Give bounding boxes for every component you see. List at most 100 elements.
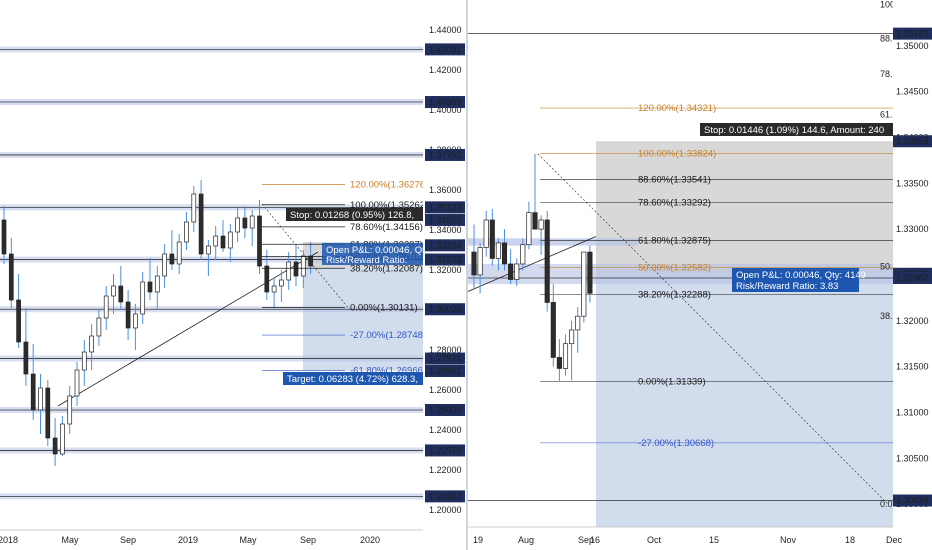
price-tick: 1.42000: [429, 65, 462, 75]
candle-body: [45, 387, 51, 439]
stop-label-box: [700, 123, 893, 136]
candle-body: [52, 437, 58, 455]
right-chart-panel[interactable]: 120.00%(1.34321) 100.00%(1.33824) 88.60%(1…: [468, 0, 932, 550]
candle-body: [587, 251, 593, 294]
candle-body: [220, 235, 226, 249]
candle-body: [271, 285, 277, 293]
price-tick: 1.33000: [896, 224, 929, 234]
candle-body: [489, 219, 495, 259]
fib-level-label: 100.00%(1.35262): [350, 200, 428, 211]
edge-fib-label: 61.: [880, 110, 893, 120]
price-tag: [425, 213, 465, 226]
open-pnl-label: Open P&L: 0.00046, Qty:: [326, 245, 432, 256]
time-tick: Sep: [120, 535, 136, 545]
candle-body: [60, 423, 65, 455]
candle-body: [16, 299, 21, 343]
price-tag: [893, 271, 932, 284]
candle-body: [96, 317, 102, 337]
candle-body: [569, 329, 575, 345]
price-tag-label: 1.34502: [429, 215, 462, 225]
candle-body: [495, 242, 501, 259]
edge-fib-label: 100: [880, 0, 895, 10]
candle-body: [213, 235, 219, 247]
trendline: [57, 251, 319, 407]
price-tick: 1.26000: [429, 385, 462, 395]
fib-diagonal: [261, 203, 351, 311]
trendline: [468, 236, 597, 292]
fib-level-label: 100.00%(1.33824): [638, 149, 716, 160]
time-tick: Nov: [780, 535, 797, 545]
time-tick: Sep: [300, 535, 316, 545]
candle-body: [111, 285, 116, 297]
time-tick: Oct: [647, 535, 662, 545]
fib-level-label: 120.00%(1.34321): [638, 103, 716, 114]
time-tick: Sep: [578, 535, 594, 545]
candle-body: [293, 261, 299, 277]
price-tag-label: 1.43031: [429, 44, 462, 54]
candle-body: [133, 313, 138, 329]
price-tag-label: 1.25000: [429, 405, 462, 415]
price-tag-label: 1.35133: [896, 29, 929, 39]
price-tag: [425, 352, 465, 365]
price-tick: 1.32000: [896, 316, 929, 326]
fib-level-label: 50.00%(1.32582): [638, 262, 711, 273]
candle-body: [526, 212, 532, 246]
candle-body: [556, 357, 562, 369]
candle-body: [550, 302, 556, 358]
candle-body: [147, 281, 153, 293]
price-tick: 1.28000: [429, 345, 462, 355]
stop-label: Stop: 0.01446 (1.09%) 144.6, Amount: 240: [704, 125, 884, 136]
time-tick: 2020: [360, 535, 380, 545]
candle-body: [477, 247, 483, 276]
target-zone: [303, 267, 423, 371]
left-chart-panel[interactable]: 120.00%(1.36276) 100.00%(1.35262) 78.60%(1…: [0, 0, 466, 550]
fib-level-label: 88.60%(1.33541): [638, 175, 711, 186]
candle-body: [198, 193, 204, 255]
price-tick: 1.30500: [896, 453, 929, 463]
price-tick: 1.31500: [896, 362, 929, 372]
price-tag-label: 1.33234: [429, 240, 462, 250]
fib-level-label: 78.60%(1.34156): [350, 222, 423, 233]
price-tag: [425, 148, 465, 161]
price-tag: [425, 239, 465, 252]
candle-body: [89, 335, 94, 353]
stop-label-box: [286, 208, 423, 221]
price-tag-label: 1.26951: [429, 366, 462, 376]
candle-body: [501, 242, 508, 265]
candle-body: [30, 373, 36, 411]
fib-level-label: -61.80%(1.26966): [350, 366, 426, 377]
stop-label: Stop: 0.01268 (0.95%) 126.8,: [290, 210, 414, 221]
candle-body: [581, 251, 587, 317]
price-tick: 1.22000: [429, 465, 462, 475]
candle-body: [264, 265, 270, 293]
candle-body: [286, 261, 292, 281]
time-tick: 19: [473, 535, 483, 545]
price-tag-label: 1.27571: [429, 354, 462, 364]
fib-level-label: 38.20%(1.32087): [350, 263, 423, 274]
candle-body: [154, 275, 160, 293]
price-tag: [425, 490, 465, 503]
price-tag-label: 1.35133: [429, 202, 462, 212]
candle-body: [308, 255, 313, 267]
price-tag: [893, 27, 932, 40]
time-tick: 16: [590, 535, 600, 545]
target-label: Target: 0.06283 (4.72%) 628.3,: [287, 374, 418, 385]
price-tick: 1.32000: [429, 265, 462, 275]
target-label-box: [283, 372, 423, 385]
candle-body: [184, 221, 189, 243]
candle-body: [206, 245, 211, 255]
candle-body: [125, 301, 131, 329]
price-tick: 1.31000: [896, 407, 929, 417]
price-tag: [893, 494, 932, 507]
target-zone: [596, 273, 893, 527]
price-tag: [425, 404, 465, 416]
risk-reward-label: Risk/Reward Ratio:: [326, 255, 407, 266]
candle-body: [508, 263, 514, 280]
price-tag-label: 1.20682: [429, 491, 462, 501]
edge-fib-label: 38.: [880, 311, 893, 321]
fib-level-label: -27.00%(1.30668): [638, 438, 714, 449]
price-tick: 1.36000: [429, 185, 462, 195]
panel-divider[interactable]: [466, 0, 468, 550]
time-tick: 18: [845, 535, 855, 545]
